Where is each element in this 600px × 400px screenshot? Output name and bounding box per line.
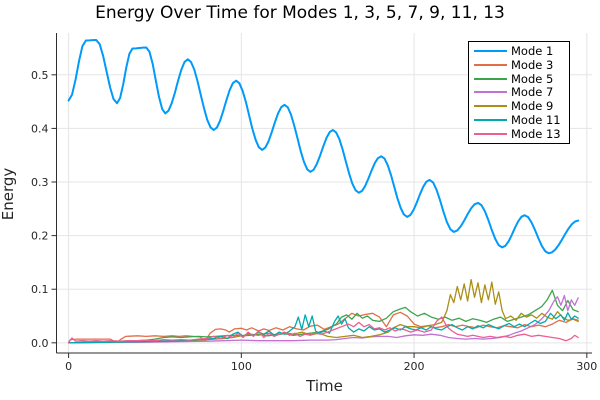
legend-item-label: Mode 11 [511,113,561,128]
legend-line-swatch [474,91,507,94]
legend-item-mode-1: Mode 1 [469,45,569,57]
x-tick-label: 100 [231,360,252,373]
legend-line-swatch [474,132,507,135]
y-tick-label: 0.0 [31,337,49,350]
legend-item-label: Mode 3 [511,57,554,72]
legend-line-swatch [474,49,507,52]
gridlines [56,33,592,353]
x-tick-label: 0 [65,360,72,373]
legend-item-mode-5: Mode 5 [469,73,569,85]
legend-item-mode-9: Mode 9 [469,100,569,112]
y-tick-label: 0.5 [31,69,49,82]
x-tick-label: 200 [404,360,425,373]
y-axis-label: Energy [0,167,17,221]
legend: Mode 1 Mode 3 Mode 5 Mode 7 Mode 9 Mode … [468,41,570,144]
series-mode-7 [67,294,579,344]
legend-item-label: Mode 5 [511,71,554,86]
series-mode-13 [67,316,579,343]
legend-item-mode-3: Mode 3 [469,59,569,71]
legend-line-swatch [474,105,507,108]
legend-item-label: Mode 1 [511,43,554,58]
y-tick-label: 0.2 [31,230,49,243]
legend-line-swatch [474,77,507,80]
x-tick-label: 300 [576,360,597,373]
y-tick-label: 0.3 [31,176,49,189]
legend-item-label: Mode 7 [511,85,554,100]
axes: 0 100 200 300 0.0 0.1 0.2 0.3 0.4 0.5 [31,33,597,373]
x-axis-label: Time [306,377,343,395]
legend-item-label: Mode 13 [511,126,561,141]
legend-item-mode-7: Mode 7 [469,86,569,98]
chart-title: Energy Over Time for Modes 1, 3, 5, 7, 9… [95,3,505,23]
series-mode-5 [67,289,579,344]
series-mode-1 [67,39,580,255]
series-group [67,39,580,344]
legend-item-mode-13: Mode 13 [469,128,569,140]
y-tick-label: 0.1 [31,283,49,296]
legend-line-swatch [474,63,507,66]
y-tick-label: 0.4 [31,122,49,135]
legend-item-label: Mode 9 [511,99,554,114]
legend-item-mode-11: Mode 11 [469,114,569,126]
legend-line-swatch [474,119,507,122]
